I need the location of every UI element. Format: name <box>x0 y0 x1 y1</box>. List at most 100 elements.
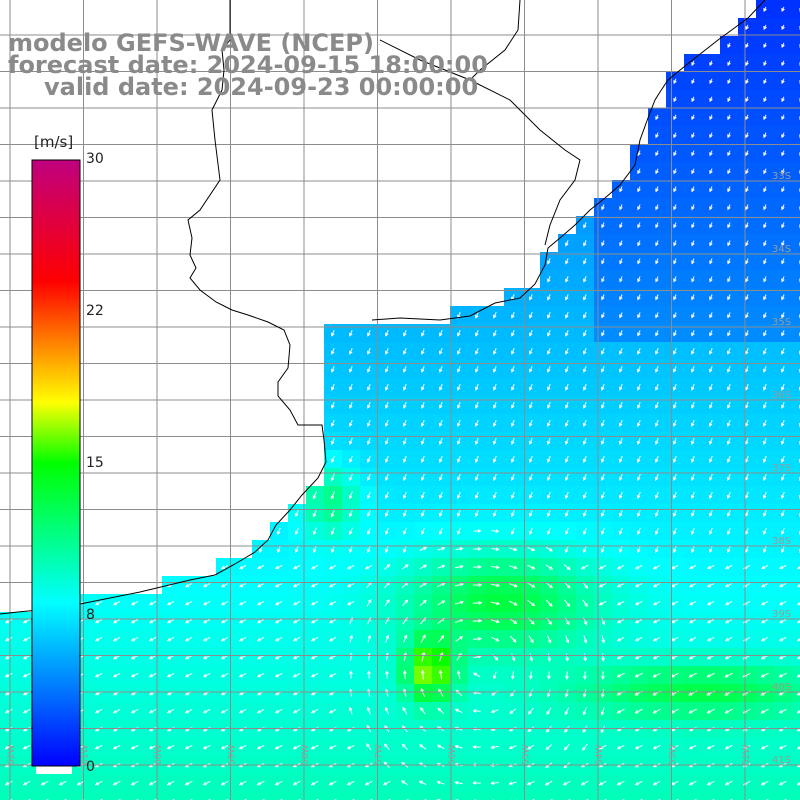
wind-arrow <box>94 708 103 714</box>
wind-arrow <box>511 330 515 337</box>
wind-arrow <box>22 618 31 624</box>
wind-arrow <box>691 96 695 103</box>
wind-arrow <box>456 455 461 463</box>
wind-speed-cell <box>792 378 800 396</box>
wind-arrow <box>438 509 443 518</box>
wind-arrow <box>781 276 785 283</box>
wind-arrow <box>652 708 661 714</box>
wind-arrow <box>763 366 767 373</box>
wind-arrow <box>546 689 551 698</box>
wind-arrow <box>636 473 641 481</box>
wind-arrow <box>130 672 139 678</box>
wind-arrow <box>328 600 337 606</box>
wind-arrow <box>257 582 265 588</box>
wind-arrow <box>655 240 659 247</box>
wind-arrow <box>564 527 569 536</box>
wind-arrow <box>328 708 337 714</box>
wind-arrow <box>94 618 103 624</box>
wind-arrow <box>709 276 713 283</box>
wind-arrow <box>636 509 641 518</box>
wind-arrow <box>403 651 408 662</box>
wind-speed-cell <box>792 396 800 414</box>
wind-arrow <box>724 708 733 714</box>
wind-arrow <box>619 222 623 229</box>
wind-arrow <box>547 653 552 662</box>
wind-arrow <box>601 330 605 337</box>
wind-arrow <box>346 744 355 750</box>
wind-arrow <box>745 24 749 31</box>
wind-arrow <box>348 509 353 518</box>
colorbar-unit: [m/s] <box>34 133 74 151</box>
wind-arrow <box>708 527 713 536</box>
wind-arrow <box>310 582 319 588</box>
wind-arrow <box>420 634 426 643</box>
wind-arrow <box>745 348 749 355</box>
wind-arrow <box>691 276 695 283</box>
wind-arrow <box>401 780 409 786</box>
wind-arrow <box>367 366 371 373</box>
wind-arrow <box>706 780 715 786</box>
latitude-label: 36S <box>772 390 791 401</box>
wind-arrow <box>528 509 533 518</box>
wind-arrow <box>762 527 767 536</box>
wind-arrow <box>256 600 265 606</box>
wind-arrow <box>367 330 371 337</box>
wind-arrow <box>402 491 407 499</box>
wind-arrow <box>760 744 769 750</box>
wind-arrow <box>312 527 317 536</box>
wind-arrow <box>763 6 767 13</box>
wind-arrow <box>22 708 31 714</box>
wind-arrow <box>708 473 713 481</box>
wind-arrow <box>673 312 677 319</box>
wind-arrow <box>709 132 713 139</box>
wind-arrow <box>292 600 301 606</box>
wind-arrow <box>526 781 535 786</box>
wind-arrow <box>546 527 551 536</box>
latitude-label: 35S <box>772 317 791 328</box>
colorbar <box>31 159 81 767</box>
wind-arrow <box>763 96 767 103</box>
wind-arrow <box>745 186 749 193</box>
wind-arrow <box>763 168 767 175</box>
wind-arrow <box>637 294 641 301</box>
wind-arrow <box>529 294 533 301</box>
wind-speed-cell <box>666 792 684 800</box>
wind-arrow <box>655 114 659 121</box>
wind-arrow <box>672 491 677 499</box>
colorbar-tick: 22 <box>86 303 104 319</box>
wind-arrow <box>691 419 695 427</box>
wind-arrow <box>547 383 551 391</box>
wind-arrow <box>403 366 407 373</box>
wind-arrow <box>691 348 695 355</box>
wind-arrow <box>184 600 193 606</box>
wind-speed-cell <box>792 54 800 72</box>
wind-arrow <box>709 348 713 355</box>
wind-arrow <box>385 670 389 679</box>
wind-arrow <box>528 473 533 481</box>
wind-arrow <box>724 600 733 606</box>
wind-arrow <box>582 473 587 481</box>
wind-speed-cell <box>612 792 630 800</box>
wind-speed-cell <box>198 792 216 800</box>
wind-arrow <box>652 600 661 606</box>
wind-arrow <box>655 150 659 157</box>
wind-arrow <box>529 419 533 427</box>
wind-speed-cell <box>792 162 800 180</box>
wind-speed-cell <box>792 774 800 792</box>
wind-arrow <box>745 294 749 301</box>
wind-arrow <box>384 563 391 570</box>
wind-arrow <box>690 545 695 554</box>
wind-arrow <box>148 672 157 678</box>
wind-arrow <box>474 455 479 463</box>
wind-arrow <box>475 383 479 391</box>
wind-arrow <box>652 744 661 750</box>
wind-arrow <box>475 437 479 445</box>
wind-arrow <box>420 707 426 715</box>
wind-arrow <box>402 527 407 536</box>
wind-speed-cell <box>792 450 800 468</box>
wind-arrow <box>709 222 713 229</box>
wind-arrow <box>293 565 301 570</box>
wind-arrow <box>310 618 319 624</box>
wind-arrow <box>726 455 731 463</box>
